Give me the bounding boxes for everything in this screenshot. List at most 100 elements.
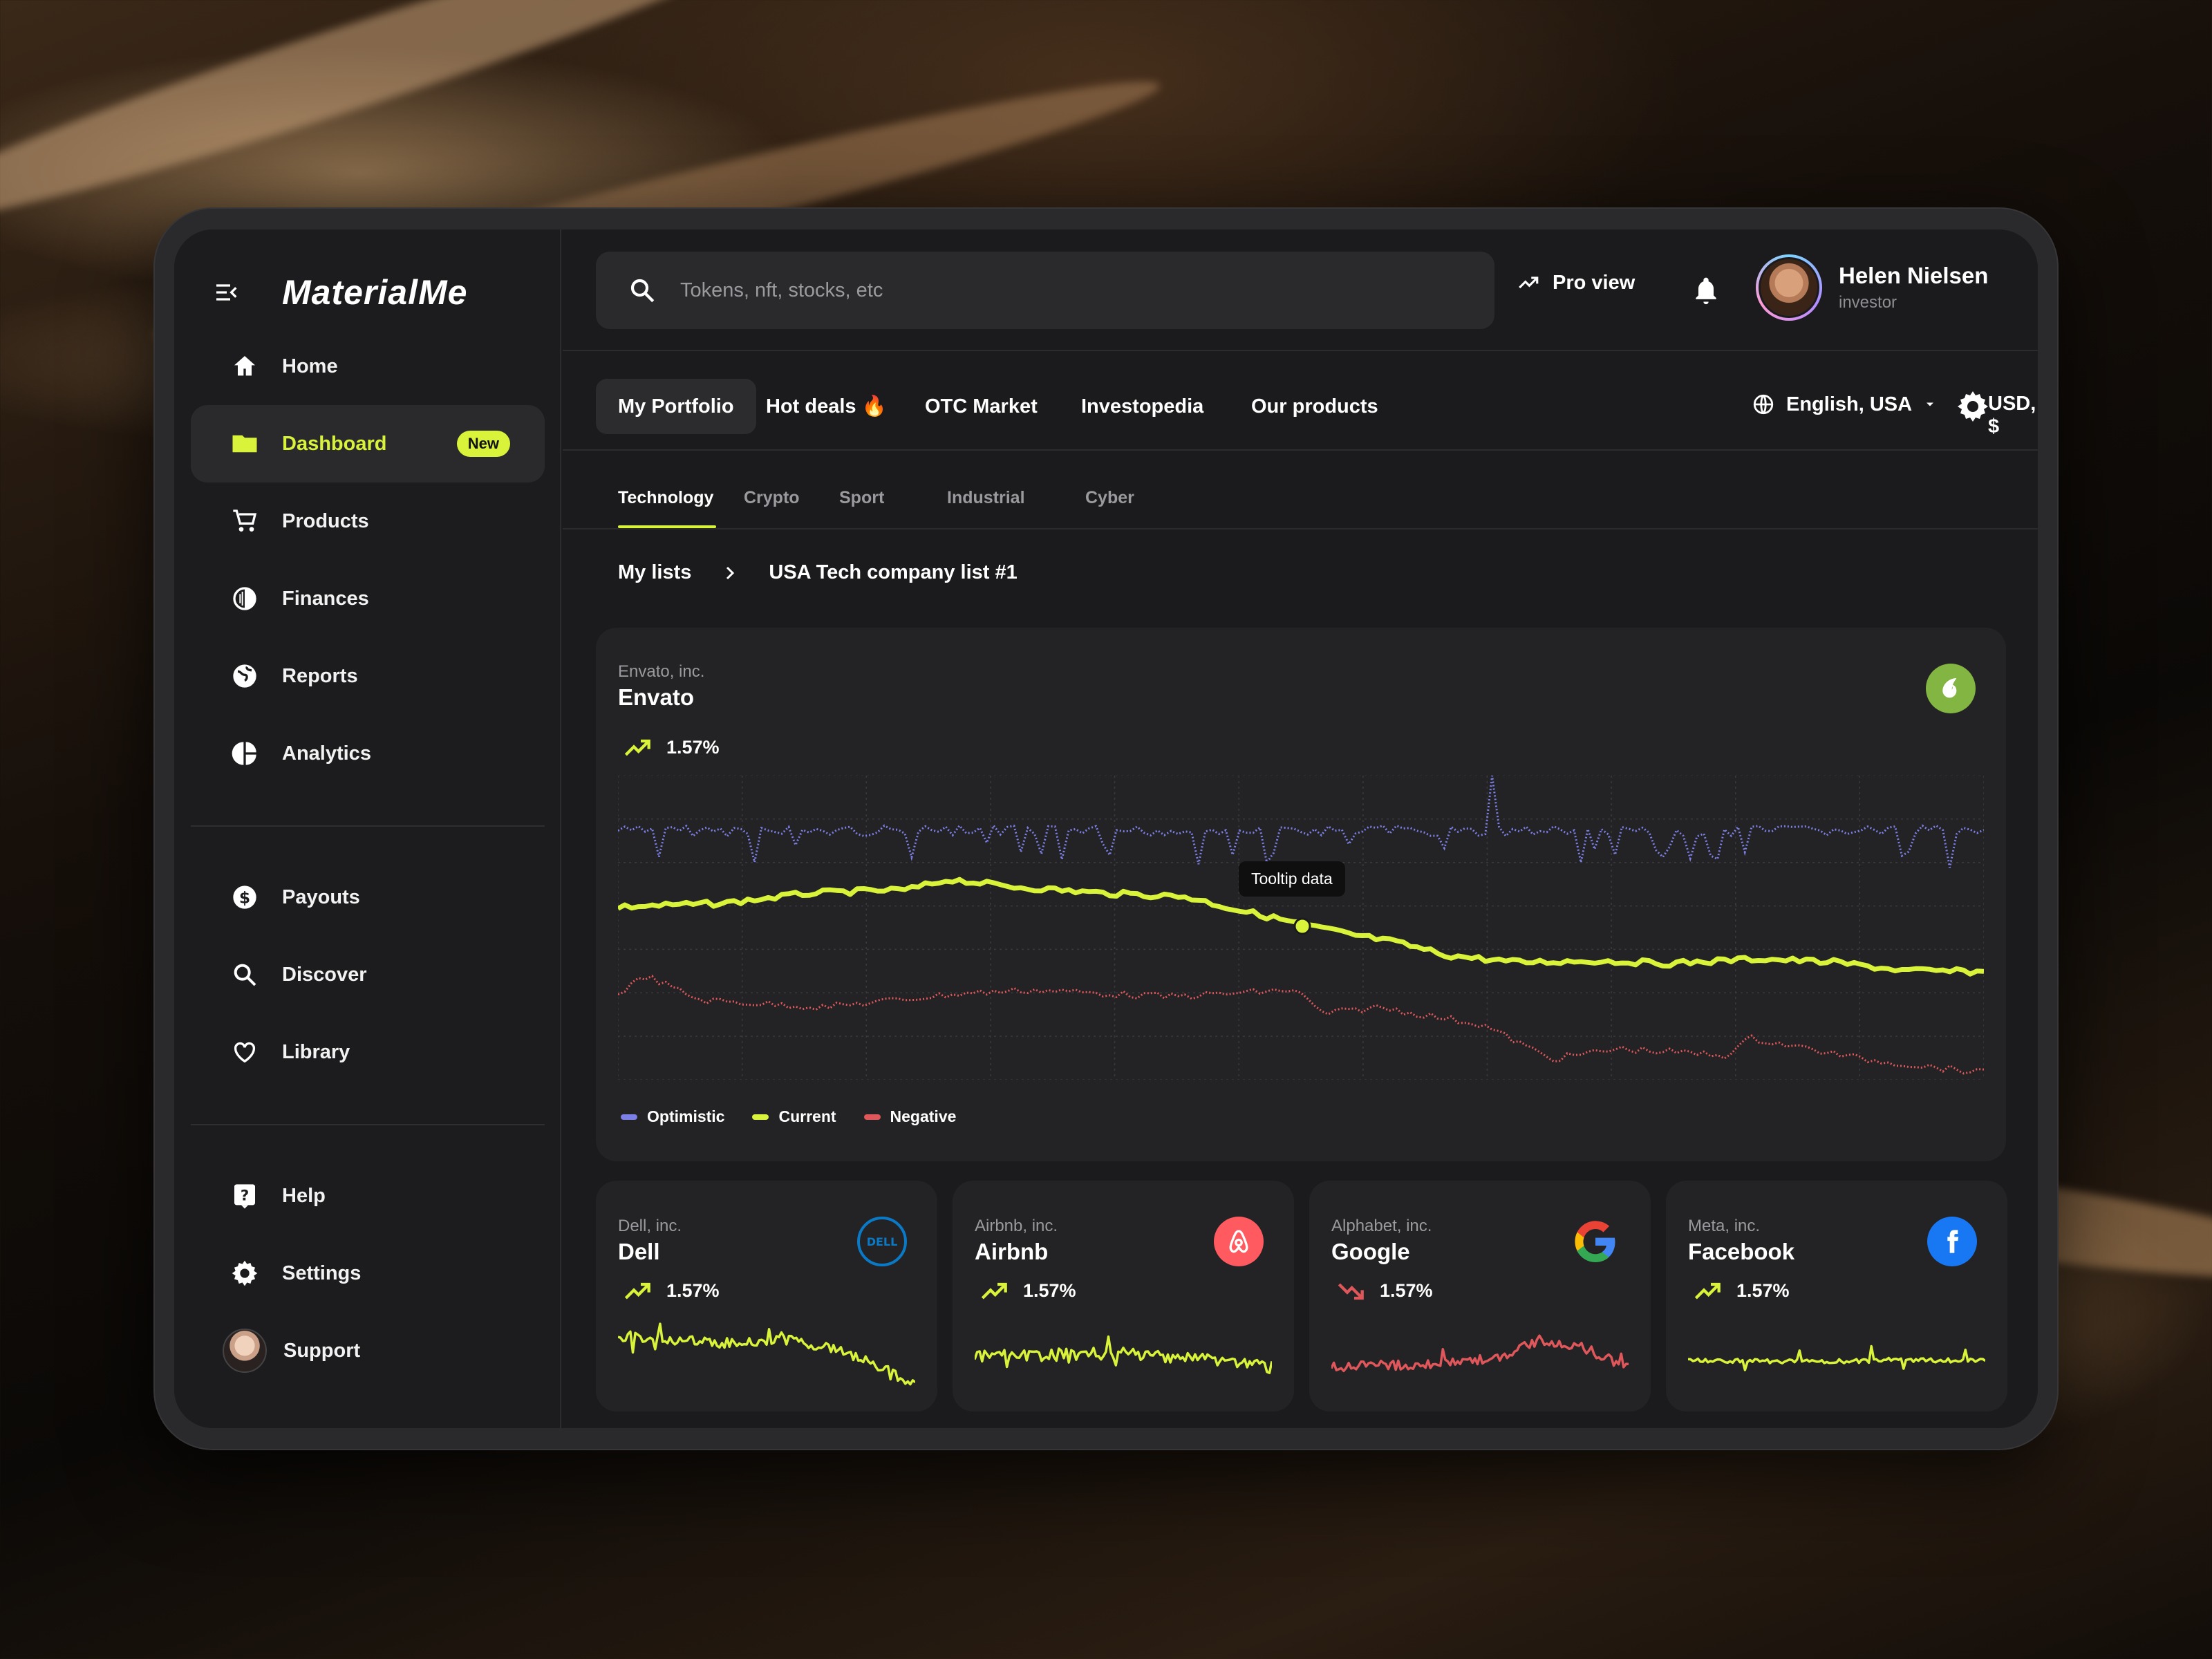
app-logo[interactable]: MaterialMe bbox=[282, 273, 468, 312]
sidebar-item-label: Home bbox=[282, 355, 338, 377]
chart-legend: Optimistic Current Negative bbox=[621, 1107, 956, 1126]
help-icon: ? bbox=[229, 1181, 260, 1211]
chart-tooltip: Tooltip data bbox=[1239, 861, 1345, 897]
card-header: Envato, inc. Envato bbox=[618, 662, 704, 711]
company-name: Airbnb bbox=[975, 1239, 1049, 1264]
breadcrumb-current: USA Tech company list #1 bbox=[769, 561, 1018, 583]
change-indicator: 1.57% bbox=[1337, 1280, 1433, 1302]
tab-cyber[interactable]: Cyber bbox=[1085, 488, 1134, 507]
sidebar-item-label: Analytics bbox=[282, 742, 371, 765]
stock-card-google[interactable]: Alphabet, inc. Google 1.57% bbox=[1309, 1181, 1651, 1412]
tab-investopedia[interactable]: Investopedia bbox=[1081, 395, 1204, 418]
legend-item-optimistic: Optimistic bbox=[621, 1107, 724, 1126]
sidebar-item-dashboard[interactable]: Dashboard New bbox=[191, 405, 545, 482]
stock-card-airbnb[interactable]: Airbnb, inc. Airbnb 1.57% bbox=[953, 1181, 1294, 1412]
currency-label: USD, $ bbox=[1988, 393, 2036, 438]
tab-hot-deals[interactable]: Hot deals 🔥 bbox=[766, 395, 887, 418]
search-icon bbox=[229, 959, 260, 990]
tab-our-products[interactable]: Our products bbox=[1251, 395, 1378, 418]
series-negative bbox=[618, 975, 1984, 1075]
stock-card-dell[interactable]: Dell, inc. Dell DELL 1.57% bbox=[596, 1181, 937, 1412]
sidebar-item-discover[interactable]: Discover bbox=[191, 936, 545, 1013]
stock-chart[interactable] bbox=[618, 776, 1984, 1080]
sidebar-item-library[interactable]: Library bbox=[191, 1013, 545, 1091]
tab-technology[interactable]: Technology bbox=[618, 488, 714, 507]
dollar-icon: $ bbox=[229, 882, 260, 912]
sparkline bbox=[1688, 1344, 1985, 1371]
sparkline-path bbox=[1688, 1344, 1985, 1371]
svg-text:DELL: DELL bbox=[867, 1235, 898, 1248]
sparkline-path bbox=[1331, 1334, 1629, 1373]
search-input[interactable] bbox=[680, 279, 1441, 302]
trend-up-icon bbox=[624, 739, 650, 756]
sidebar-item-settings[interactable]: Settings bbox=[191, 1235, 545, 1312]
sidebar-item-label: Help bbox=[282, 1184, 326, 1207]
sparkline-path bbox=[975, 1335, 1272, 1374]
sidebar-item-payouts[interactable]: $ Payouts bbox=[191, 859, 545, 936]
trend-up-icon bbox=[1694, 1282, 1721, 1300]
google-logo-icon bbox=[1571, 1217, 1620, 1266]
change-indicator: 1.57% bbox=[1694, 1280, 1790, 1302]
sparkline bbox=[1331, 1334, 1629, 1373]
sidebar-item-support[interactable]: Support bbox=[191, 1312, 545, 1389]
avatar bbox=[1756, 254, 1822, 321]
bell-icon[interactable] bbox=[1691, 274, 1721, 307]
stock-card-facebook[interactable]: Meta, inc. Facebook 1.57% bbox=[1666, 1181, 2007, 1412]
change-value: 1.57% bbox=[1736, 1280, 1790, 1301]
sparkline bbox=[975, 1335, 1272, 1374]
sidebar-item-analytics[interactable]: Analytics bbox=[191, 715, 545, 792]
user-role: investor bbox=[1839, 293, 1897, 312]
card-header: Meta, inc. Facebook bbox=[1688, 1217, 1794, 1265]
sidebar-item-label: Products bbox=[282, 509, 369, 532]
company-full-name: Dell, inc. bbox=[618, 1217, 682, 1235]
sidebar-item-reports[interactable]: Reports bbox=[191, 637, 545, 715]
currency-select[interactable]: USD, $ bbox=[1988, 393, 2038, 438]
pro-view-button[interactable]: Pro view bbox=[1517, 271, 1635, 294]
tab-otc-market[interactable]: OTC Market bbox=[925, 395, 1038, 418]
caret-down-icon bbox=[1927, 402, 1934, 406]
sidebar-item-finances[interactable]: Finances bbox=[191, 560, 545, 637]
envato-logo-icon bbox=[1926, 664, 1976, 713]
airbnb-logo-icon bbox=[1214, 1217, 1264, 1266]
tab-my-portfolio[interactable]: My Portfolio bbox=[596, 379, 756, 434]
app-window: MaterialMe Home Dashboard New Products F… bbox=[174, 229, 2038, 1428]
breadcrumb: My lists USA Tech company list #1 bbox=[618, 561, 1018, 584]
sidebar-item-label: Reports bbox=[282, 664, 358, 687]
facebook-logo-icon bbox=[1927, 1217, 1977, 1266]
support-avatar bbox=[223, 1329, 267, 1373]
gear-icon bbox=[229, 1258, 260, 1288]
main-stock-card[interactable]: Envato, inc. Envato 1.57% Tooltip data O… bbox=[596, 628, 2006, 1161]
trend-up-icon bbox=[624, 1282, 650, 1300]
language-select[interactable]: English, USA bbox=[1752, 393, 1937, 416]
tab-industrial[interactable]: Industrial bbox=[947, 488, 1025, 507]
globe-icon bbox=[1753, 394, 1774, 415]
active-tab-indicator bbox=[618, 525, 716, 528]
sidebar-divider bbox=[191, 1124, 545, 1125]
user-profile[interactable]: Helen Nielsen investor bbox=[1756, 254, 1988, 321]
pro-view-label: Pro view bbox=[1553, 271, 1635, 294]
sidebar-item-products[interactable]: Products bbox=[191, 482, 545, 560]
globe-icon bbox=[229, 661, 260, 691]
breadcrumb-root[interactable]: My lists bbox=[618, 561, 692, 583]
legend-item-negative: Negative bbox=[863, 1107, 956, 1126]
collapse-menu-icon[interactable] bbox=[213, 279, 241, 306]
card-header: Airbnb, inc. Airbnb bbox=[975, 1217, 1058, 1265]
change-value: 1.57% bbox=[1380, 1280, 1433, 1301]
sidebar-divider bbox=[191, 825, 545, 827]
gear-icon[interactable] bbox=[1956, 390, 1989, 423]
company-name: Google bbox=[1331, 1239, 1410, 1264]
sidebar-item-help[interactable]: ? Help bbox=[191, 1157, 545, 1235]
sidebar-item-label: Library bbox=[282, 1040, 350, 1063]
tab-crypto[interactable]: Crypto bbox=[744, 488, 800, 507]
sidebar-item-label: Discover bbox=[282, 963, 367, 986]
logo-row: MaterialMe bbox=[213, 272, 467, 312]
card-header: Alphabet, inc. Google bbox=[1331, 1217, 1432, 1265]
tab-sport[interactable]: Sport bbox=[839, 488, 885, 507]
hover-point[interactable] bbox=[1293, 917, 1311, 935]
sidebar-item-home[interactable]: Home bbox=[191, 328, 545, 405]
top-bar: Pro view Helen Nielsen investor bbox=[563, 229, 2038, 351]
home-icon bbox=[229, 351, 260, 382]
company-name: Dell bbox=[618, 1239, 660, 1264]
search-bar[interactable] bbox=[596, 252, 1494, 329]
legend-item-current: Current bbox=[752, 1107, 836, 1126]
